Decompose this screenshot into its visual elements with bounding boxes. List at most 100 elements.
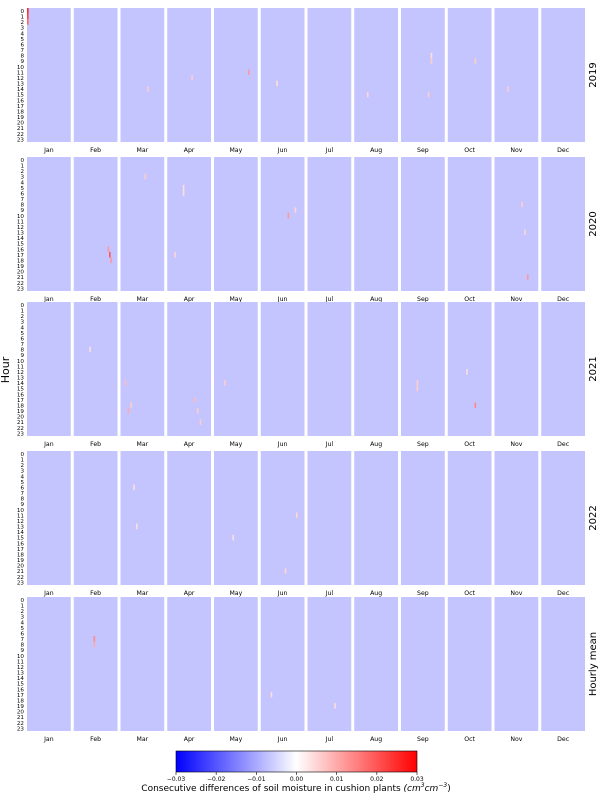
month-tick-label: Jul bbox=[325, 147, 334, 154]
hour-tick-label: 19 bbox=[17, 409, 25, 415]
year-row-2: 01234567891011121314151617181920212223Ja… bbox=[17, 302, 599, 448]
hour-tick-label: 3 bbox=[20, 320, 24, 326]
heatmap-cell bbox=[284, 568, 287, 574]
month-panel bbox=[260, 8, 305, 142]
heatmap-cell bbox=[276, 80, 278, 87]
hour-tick-label: 17 bbox=[17, 253, 25, 259]
hour-tick-label: 6 bbox=[20, 42, 24, 48]
heatmap-cell bbox=[223, 380, 226, 386]
month-panel bbox=[541, 302, 585, 436]
month-tick-label: Jul bbox=[325, 590, 334, 597]
hour-tick-label: 2 bbox=[20, 169, 24, 175]
month-tick-label: Apr bbox=[184, 147, 195, 154]
hour-tick-label: 20 bbox=[17, 564, 25, 570]
month-tick-label: Nov bbox=[510, 590, 522, 597]
month-tick-label: Mar bbox=[137, 441, 149, 448]
hour-tick-label: 4 bbox=[20, 180, 24, 186]
hour-tick-label: 6 bbox=[20, 631, 24, 637]
heatmap-cell bbox=[182, 190, 185, 197]
hour-tick-label: 21 bbox=[17, 715, 25, 721]
hour-tick-label: 14 bbox=[17, 87, 25, 93]
hour-tick-label: 5 bbox=[20, 37, 24, 43]
hour-tick-label: 12 bbox=[17, 76, 24, 82]
month-tick-label: Aug bbox=[370, 590, 382, 597]
month-panel bbox=[307, 8, 352, 142]
month-panel bbox=[401, 157, 445, 291]
heatmap-cell bbox=[124, 380, 127, 386]
heatmap-cell bbox=[147, 86, 149, 92]
month-tick-label: Jun bbox=[277, 736, 288, 743]
hour-tick-label: 6 bbox=[20, 191, 24, 197]
colorbar-ticks: −0.03 −0.02 −0.01 0.00 0.01 0.02 0.03 bbox=[167, 772, 424, 783]
heatmap-cell bbox=[109, 251, 111, 258]
month-panel bbox=[447, 451, 492, 585]
hour-tick-label: 18 bbox=[17, 109, 25, 115]
heatmap-cell bbox=[524, 229, 526, 236]
month-tick-label: Oct bbox=[464, 296, 475, 303]
hour-tick-label: 19 bbox=[17, 558, 25, 564]
hour-tick-label: 7 bbox=[20, 491, 24, 497]
hour-tick-label: 5 bbox=[20, 626, 24, 632]
hour-tick-label: 17 bbox=[17, 104, 25, 110]
colorbar-label: Consecutive differences of soil moisture… bbox=[141, 782, 450, 794]
hour-tick-label: 8 bbox=[20, 643, 24, 649]
month-panel bbox=[27, 8, 71, 142]
row-label: 2020 bbox=[588, 211, 599, 236]
hour-tick-label: 20 bbox=[17, 415, 25, 421]
month-panel bbox=[260, 157, 305, 291]
hour-tick-label: 13 bbox=[17, 376, 25, 382]
colorbar-tick-label: 0.01 bbox=[330, 776, 344, 783]
hour-tick-label: 22 bbox=[17, 426, 24, 432]
hour-tick-label: 15 bbox=[17, 242, 25, 248]
month-tick-label: Feb bbox=[90, 736, 101, 743]
month-panel bbox=[27, 451, 71, 585]
month-panel bbox=[401, 302, 445, 436]
hour-tick-label: 14 bbox=[17, 530, 25, 536]
hour-tick-label: 8 bbox=[20, 497, 24, 503]
heatmap-cell bbox=[521, 201, 523, 208]
month-tick-label: Oct bbox=[464, 736, 475, 743]
hour-tick-label: 15 bbox=[17, 536, 25, 542]
month-panel bbox=[401, 451, 445, 585]
month-panel bbox=[307, 597, 352, 731]
hour-tick-label: 0 bbox=[20, 452, 24, 458]
heatmap-cell bbox=[182, 184, 185, 191]
hour-tick-label: 23 bbox=[17, 137, 25, 143]
hour-tick-label: 11 bbox=[17, 659, 25, 665]
hour-tick-label: 2 bbox=[20, 609, 24, 615]
hour-tick-label: 22 bbox=[17, 132, 24, 138]
hour-tick-label: 1 bbox=[20, 309, 24, 315]
hour-tick-label: 0 bbox=[20, 9, 24, 15]
hour-tick-label: 7 bbox=[20, 637, 24, 643]
month-panel bbox=[27, 157, 71, 291]
hour-tick-label: 7 bbox=[20, 342, 24, 348]
hour-tick-label: 19 bbox=[17, 264, 25, 270]
month-panel bbox=[307, 302, 352, 436]
hour-tick-label: 18 bbox=[17, 258, 25, 264]
month-panel bbox=[27, 597, 71, 731]
month-tick-label: Feb bbox=[90, 590, 101, 597]
year-row-0: 01234567891011121314151617181920212223Ja… bbox=[17, 8, 599, 154]
hour-tick-label: 12 bbox=[17, 519, 24, 525]
month-panel bbox=[447, 597, 492, 731]
heatmap-cell bbox=[93, 636, 96, 642]
hour-tick-label: 20 bbox=[17, 121, 25, 127]
heatmap-cell bbox=[130, 402, 132, 409]
heatmap-cell bbox=[416, 380, 419, 386]
month-panel bbox=[354, 302, 398, 436]
colorbar-tick-label: 0.03 bbox=[410, 776, 424, 783]
colorbar-tick-label: −0.02 bbox=[207, 776, 226, 783]
hour-tick-label: 2 bbox=[20, 314, 24, 320]
colorbar: −0.03 −0.02 −0.01 0.00 0.01 0.02 0.03 Consecut… bbox=[141, 750, 451, 794]
month-tick-label: Oct bbox=[464, 147, 475, 154]
month-tick-label: Apr bbox=[184, 590, 195, 597]
month-tick-label: Dec bbox=[557, 147, 570, 154]
hour-tick-label: 22 bbox=[17, 281, 24, 287]
row-label: 2022 bbox=[588, 505, 599, 530]
month-panel bbox=[260, 451, 305, 585]
month-panel bbox=[307, 451, 352, 585]
row-label: 2019 bbox=[588, 62, 599, 87]
month-panel bbox=[541, 8, 585, 142]
month-panel bbox=[120, 302, 165, 436]
hour-tick-label: 14 bbox=[17, 236, 25, 242]
